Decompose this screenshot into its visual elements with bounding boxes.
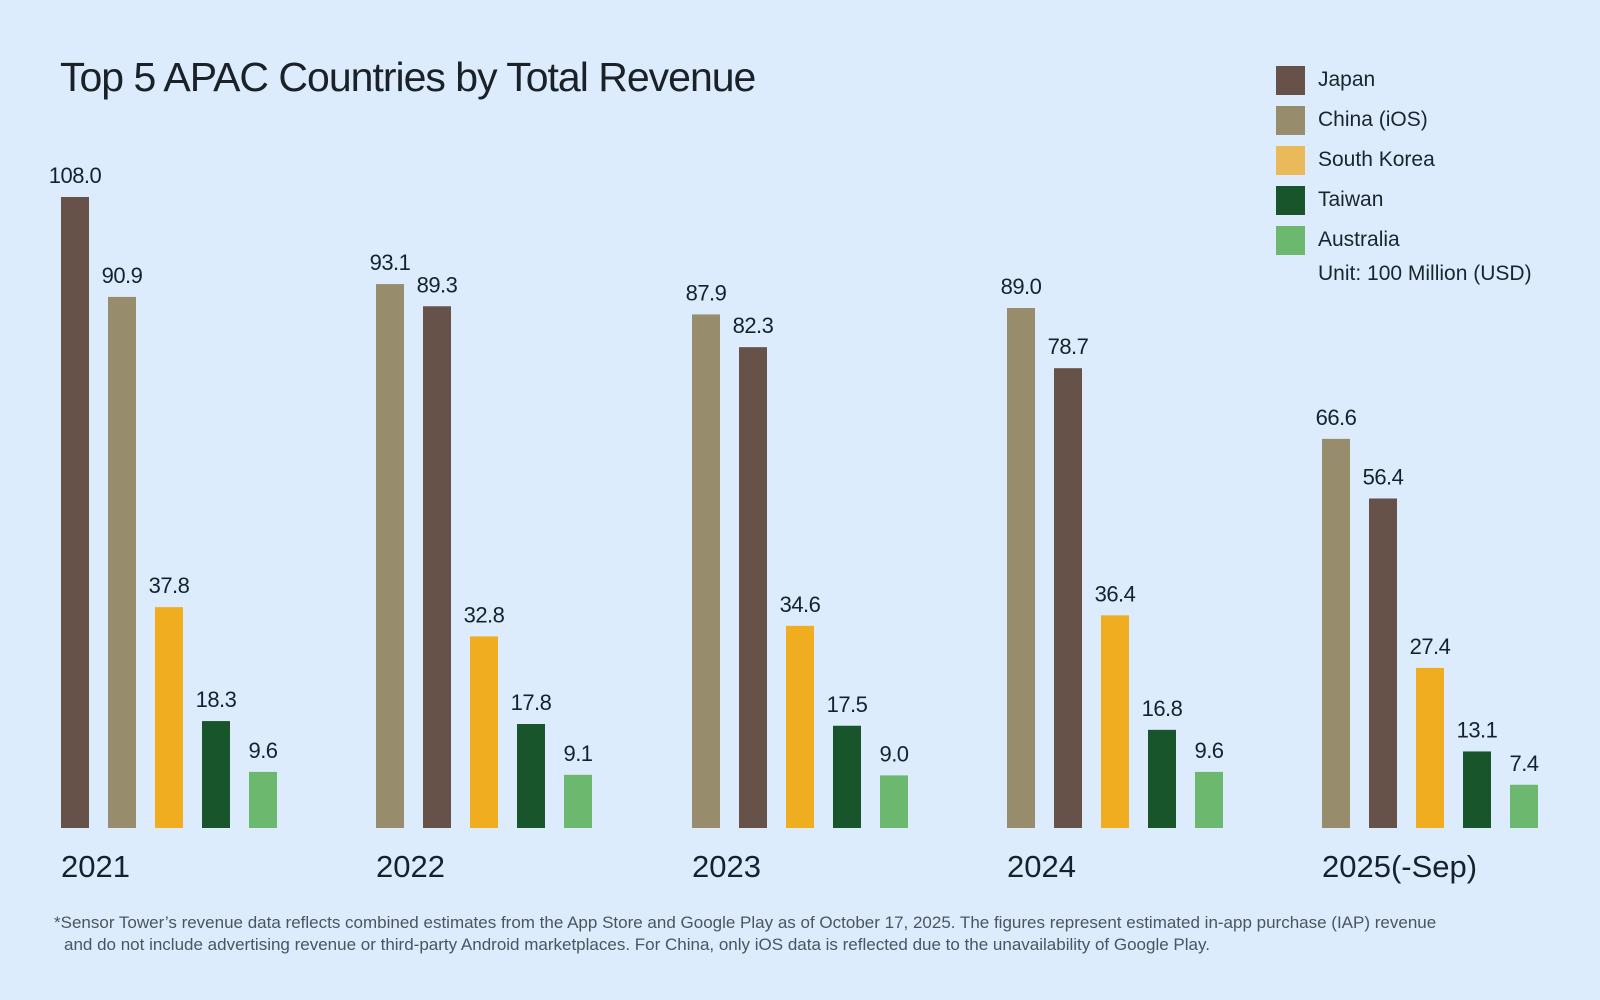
value-label: 34.6 <box>780 592 821 617</box>
bar-south-korea-2024 <box>1101 615 1129 828</box>
value-label: 9.1 <box>563 741 592 766</box>
bar-china-ios-2021 <box>108 296 136 828</box>
bar-taiwan-2023 <box>833 725 861 828</box>
value-label: 9.6 <box>1194 738 1223 763</box>
value-label: 7.4 <box>1509 751 1538 776</box>
legend-swatch <box>1276 145 1305 175</box>
value-label: 32.8 <box>464 602 505 627</box>
bar-south-korea-2023 <box>786 625 814 828</box>
value-label: 87.9 <box>686 280 727 305</box>
bar-taiwan-2024 <box>1148 729 1176 828</box>
unit-label: Unit: 100 Million (USD) <box>1318 262 1532 285</box>
footnote-line-1: *Sensor Tower’s revenue data reflects co… <box>54 913 1437 932</box>
value-label: 66.6 <box>1316 405 1357 430</box>
bar-australia-2024 <box>1195 771 1223 828</box>
bar-taiwan-2022 <box>517 724 545 828</box>
legend-item-australia: Australia <box>1276 220 1532 260</box>
bar-japan-2024 <box>1054 368 1082 828</box>
value-label: 93.1 <box>370 250 411 275</box>
value-label: 9.0 <box>879 741 908 766</box>
value-label: 90.9 <box>102 263 143 288</box>
value-label: 17.5 <box>827 692 868 717</box>
bar-south-korea-2022 <box>470 636 498 828</box>
legend-item-taiwan: Taiwan <box>1276 180 1532 220</box>
chart-title: Top 5 APAC Countries by Total Revenue <box>60 54 756 100</box>
bar-china-ios-2024 <box>1007 308 1035 828</box>
category-label: 2025(-Sep) <box>1322 849 1477 884</box>
legend-item-china: China (iOS) <box>1276 100 1532 140</box>
value-label: 37.8 <box>149 573 190 598</box>
category-label: 2022 <box>376 849 445 884</box>
category-label: 2024 <box>1007 849 1076 884</box>
bar-japan-2022 <box>423 306 451 828</box>
footnote: *Sensor Tower’s revenue data reflects co… <box>54 912 1554 956</box>
value-label: 27.4 <box>1410 634 1451 659</box>
bar-japan-2023 <box>739 347 767 828</box>
legend-item-south-korea: South Korea <box>1276 140 1532 180</box>
legend-item-japan: Japan <box>1276 60 1532 100</box>
bar-taiwan-2025Sep <box>1463 751 1491 828</box>
bar-china-ios-2022 <box>376 284 404 828</box>
legend-swatch <box>1276 105 1305 135</box>
legend-label: South Korea <box>1318 148 1435 171</box>
legend-label: China (iOS) <box>1318 108 1428 131</box>
legend-label: Japan <box>1318 68 1376 91</box>
legend-label: Australia <box>1318 228 1400 251</box>
footnote-line-2: and do not include advertising revenue o… <box>64 935 1210 954</box>
category-label: 2021 <box>61 849 130 884</box>
value-label: 36.4 <box>1095 581 1136 606</box>
value-label: 89.0 <box>1001 274 1042 299</box>
value-label: 16.8 <box>1142 696 1183 721</box>
bar-australia-2023 <box>880 775 908 828</box>
value-label: 82.3 <box>733 313 774 338</box>
legend-swatch <box>1276 65 1305 95</box>
bar-japan-2021 <box>61 197 89 828</box>
legend-swatch <box>1276 185 1305 215</box>
value-label: 13.1 <box>1457 717 1498 742</box>
value-label: 78.7 <box>1048 334 1089 359</box>
legend-swatch <box>1276 225 1305 255</box>
legend: Japan China (iOS) South Korea Taiwan Aus… <box>1276 60 1532 286</box>
bar-australia-2021 <box>249 771 277 828</box>
value-label: 89.3 <box>417 272 458 297</box>
value-label: 108.0 <box>49 163 102 188</box>
bar-china-ios-2023 <box>692 314 720 828</box>
bar-australia-2022 <box>564 774 592 828</box>
bar-south-korea-2021 <box>155 607 183 828</box>
value-label: 56.4 <box>1363 464 1404 489</box>
bar-japan-2025Sep <box>1369 498 1397 828</box>
value-label: 17.8 <box>511 690 552 715</box>
bar-australia-2025Sep <box>1510 784 1538 828</box>
bar-south-korea-2025Sep <box>1416 667 1444 828</box>
bar-taiwan-2021 <box>202 721 230 828</box>
legend-label: Taiwan <box>1318 188 1384 211</box>
bar-china-ios-2025Sep <box>1322 438 1350 828</box>
value-label: 9.6 <box>248 738 277 763</box>
category-label: 2023 <box>692 849 761 884</box>
value-label: 18.3 <box>196 687 237 712</box>
